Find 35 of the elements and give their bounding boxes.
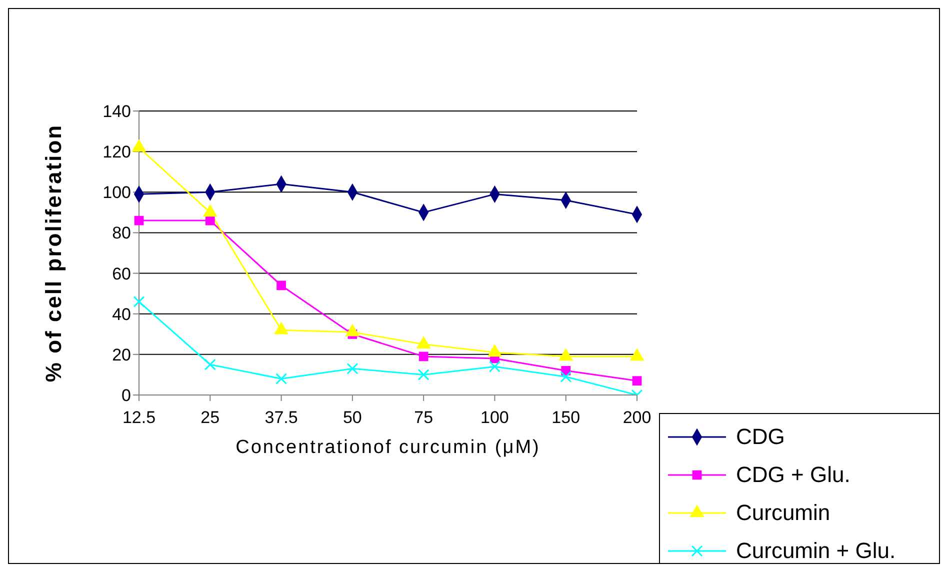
y-tick-label: 20 — [112, 345, 131, 364]
y-tick-label: 140 — [102, 102, 131, 122]
point — [346, 362, 358, 374]
point — [418, 368, 430, 380]
point — [632, 376, 642, 386]
x-tick-label: 100 — [480, 408, 509, 428]
x-tick-label: 25 — [200, 408, 220, 428]
x-tick-label: 75 — [414, 408, 434, 428]
point — [276, 280, 286, 290]
x-tick-label: 50 — [342, 408, 362, 428]
point — [488, 360, 500, 372]
x-tick-label: 12.5 — [122, 408, 156, 428]
y-tick-label: 120 — [102, 142, 131, 162]
point — [134, 216, 144, 226]
x-tick-label: 150 — [552, 408, 580, 428]
point — [205, 216, 215, 226]
legend-label: CDG — [736, 423, 785, 451]
point — [560, 370, 572, 382]
y-tick-label: 40 — [112, 304, 131, 324]
x-tick-label: 200 — [622, 408, 652, 428]
legend-label: Curcumin — [736, 499, 830, 527]
legend-label: CDG + Glu. — [736, 461, 850, 489]
point — [133, 296, 145, 308]
y-axis-title: % of cell proliferation — [40, 124, 66, 382]
legend-label: Curcumin + Glu. — [736, 537, 896, 565]
point — [204, 358, 216, 370]
y-tick-label: 100 — [102, 183, 131, 202]
y-tick-label: 80 — [112, 224, 131, 243]
y-tick-label: 0 — [122, 386, 131, 406]
point — [276, 373, 288, 385]
point — [488, 344, 502, 357]
point — [418, 352, 428, 362]
x-axis-title: Concentrationof curcumin (μM) — [236, 437, 540, 458]
x-tick-label: 37.5 — [264, 408, 298, 428]
y-tick-label: 60 — [112, 264, 131, 284]
